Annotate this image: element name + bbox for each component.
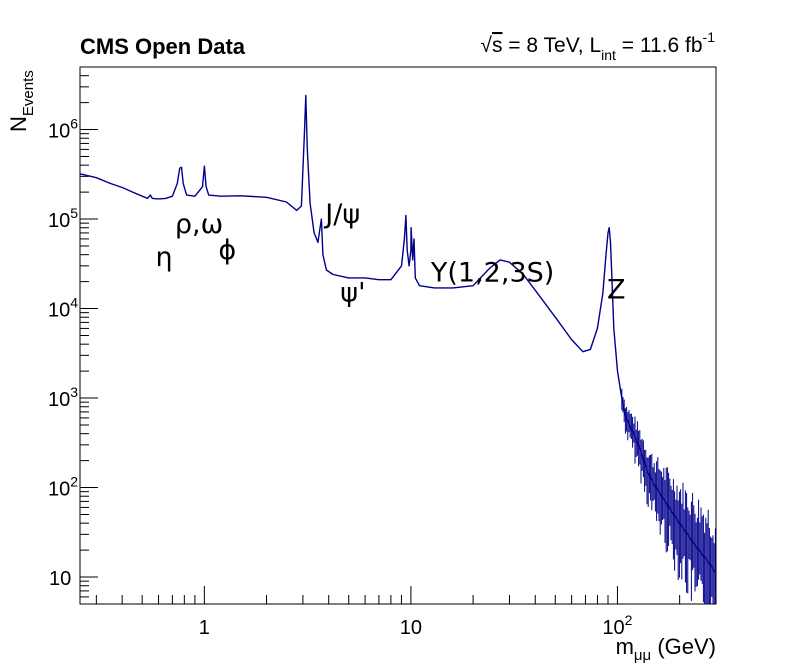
y-tick-label: 103 [48,384,78,411]
x-axis-label-main: m [616,634,634,659]
subtitle-s: s [492,34,503,57]
axis-tick-labels: 1 10 102 10 102 103 104 105 106 [48,116,633,639]
y-axis-label-sub: Events [20,70,37,116]
annotation-label: Υ(1,2,3S) [430,258,554,289]
annotation-label: ψ' [340,278,365,309]
subtitle-lumi-sub: int [601,47,616,63]
subtitle-lumi-sup: -1 [703,29,716,45]
x-tick-label: 1 [199,617,210,639]
subtitle-sqrt: √ [480,34,492,57]
y-axis-label: NEvents [6,70,37,132]
subtitle-energy: = 8 TeV, L [502,34,601,57]
annotation-label: Z [607,274,626,305]
y-tick-label: 10 [49,568,71,590]
series-line [79,94,717,574]
subtitle-lumi: = 11.6 fb [616,34,703,57]
annotation-label: ϕ [218,235,236,266]
x-axis-label: mμμ (GeV) [616,634,716,664]
y-tick-label: 102 [48,474,78,501]
x-axis-label-sub: μμ [634,647,651,664]
chart-subtitle: √s = 8 TeV, Lint = 11.6 fb-1 [480,29,715,63]
y-tick-label: 106 [48,116,78,143]
annotation-label: J/ψ [323,199,360,230]
x-tick-label: 102 [602,612,632,639]
x-axis-label-unit: (GeV) [651,634,716,659]
y-tick-label: 104 [48,295,78,322]
high-mass-fluctuations [621,388,716,604]
annotation-label: ρ,ω [175,209,223,240]
chart-title: CMS Open Data [80,34,246,59]
y-tick-label: 105 [48,205,78,232]
axis-ticks [80,66,717,605]
resonance-annotations: ηρ,ωϕ J/ψ ψ' Υ(1,2,3S) Z [156,199,626,308]
annotation-label: η [156,242,173,273]
x-tick-label: 10 [400,617,422,639]
y-axis-label-main: N [6,116,31,132]
